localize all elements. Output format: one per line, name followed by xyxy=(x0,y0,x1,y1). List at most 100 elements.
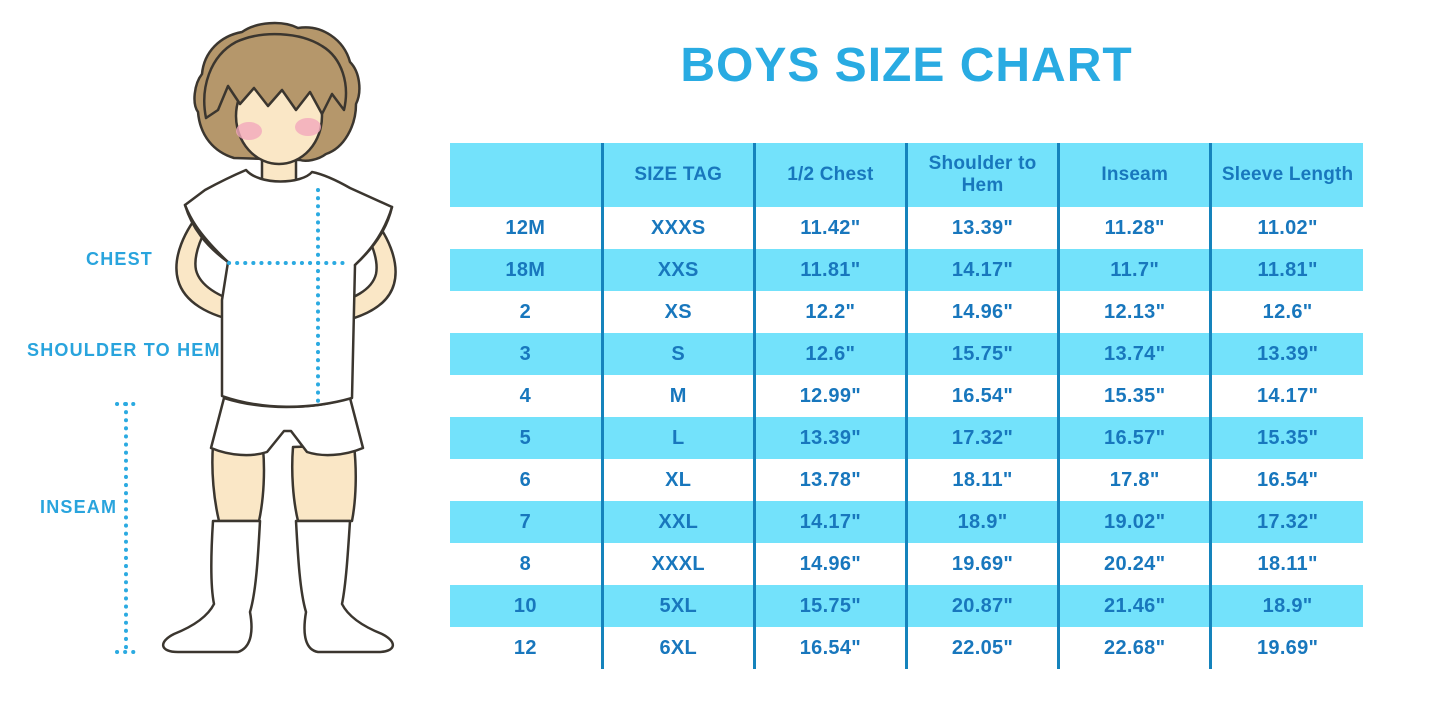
measurement-value-cell: 15.35" xyxy=(1057,375,1211,417)
table-row: 7 XXL 14.17" 18.9" 19.02" 17.32" xyxy=(450,501,1363,543)
measurement-value-cell: 13.39" xyxy=(1209,333,1363,375)
boy-left-blush xyxy=(236,122,262,140)
measurement-value-cell: 21.46" xyxy=(1057,585,1211,627)
measurement-value-cell: 19.69" xyxy=(904,543,1059,585)
size-tag-cell: XS xyxy=(600,291,755,333)
table-row: 2 XS 12.2" 14.96" 12.13" 12.6" xyxy=(450,291,1363,333)
table-row: 18M XXS 11.81" 14.17" 11.7" 11.81" xyxy=(450,249,1363,291)
measurement-value-cell: 14.17" xyxy=(904,249,1059,291)
measurement-value-cell: 12.6" xyxy=(752,333,907,375)
boy-left-sock xyxy=(162,519,262,654)
size-tag-cell: 6XL xyxy=(600,627,755,669)
measurement-value-cell: 12.2" xyxy=(752,291,907,333)
size-label-cell: 3 xyxy=(450,333,603,375)
table-row: 5 L 13.39" 17.32" 16.57" 15.35" xyxy=(450,417,1363,459)
boy-hair-fringe xyxy=(203,32,348,120)
measurement-value-cell: 12.13" xyxy=(1057,291,1211,333)
shoulder-to-hem-label: SHOULDER TO HEM xyxy=(27,340,221,360)
inseam-label: INSEAM xyxy=(40,497,118,517)
table-row: 10 5XL 15.75" 20.87" 21.46" 18.9" xyxy=(450,585,1363,627)
size-label-cell: 5 xyxy=(450,417,603,459)
empty-header-cell xyxy=(450,143,603,207)
measurement-figure: CHEST SHOULDER TO HEM INSEAM xyxy=(0,0,450,723)
size-tag-cell: XXS xyxy=(600,249,755,291)
boy-right-sock xyxy=(294,519,394,654)
table-header: SIZE TAG 1/2 Chest Shoulder to Hem Inseam Sl… xyxy=(450,143,1363,207)
size-label-cell: 4 xyxy=(519,384,532,407)
size-tag-cell: XL xyxy=(600,459,755,501)
measurement-value-cell: 12.6" xyxy=(1209,291,1363,333)
boy-illustration xyxy=(115,21,397,654)
measurement-value-cell: 14.17" xyxy=(752,501,907,543)
table-row: 4 M 12.99" 16.54" 15.35" 14.17" xyxy=(450,375,1363,417)
measurement-value-cell: 13.74" xyxy=(1057,333,1211,375)
size-tag-cell: XXXS xyxy=(600,207,755,249)
measurement-value-cell: 16.54" xyxy=(1209,459,1363,501)
boy-right-sleeve-edge xyxy=(353,205,394,267)
measurement-value-cell: 18.9" xyxy=(904,501,1059,543)
size-label-cell: 10 xyxy=(450,585,603,627)
size-label-cell: 2 xyxy=(519,300,532,323)
boy-tshirt xyxy=(183,168,394,408)
measurement-value-cell: 17.8" xyxy=(1057,459,1211,501)
measurement-value-cell: 11.7" xyxy=(1057,249,1211,291)
size-label-cell: 12M xyxy=(505,216,546,239)
measurement-value-cell: 16.54" xyxy=(752,627,907,669)
size-chart-table: SIZE TAG 1/2 Chest Shoulder to Hem Inseam Sl… xyxy=(450,143,1363,669)
measurement-value-cell: 14.17" xyxy=(1209,375,1363,417)
measurement-value-cell: 16.57" xyxy=(1057,417,1211,459)
measurement-value-cell: 15.75" xyxy=(904,333,1059,375)
header-row: SIZE TAG 1/2 Chest Shoulder to Hem Inseam Sl… xyxy=(450,143,1363,207)
size-tag-cell: XXXL xyxy=(600,543,755,585)
table-row: 12M XXXS 11.42" 13.39" 11.28" 11.02" xyxy=(450,207,1363,249)
measurement-value-cell: 11.42" xyxy=(752,207,907,249)
measurement-value-cell: 11.81" xyxy=(1209,249,1363,291)
measurement-value-cell: 16.54" xyxy=(904,375,1059,417)
size-tag-cell: S xyxy=(600,333,755,375)
table-row: 3 S 12.6" 15.75" 13.74" 13.39" xyxy=(450,333,1363,375)
table-row: 12 6XL 16.54" 22.05" 22.68" 19.69" xyxy=(450,627,1363,669)
measurement-value-cell: 15.75" xyxy=(752,585,907,627)
measurement-value-cell: 22.68" xyxy=(1057,627,1211,669)
size-label-cell: 12 xyxy=(513,636,537,659)
measurement-value-cell: 15.35" xyxy=(1209,417,1363,459)
column-header: SIZE TAG xyxy=(600,143,755,207)
measurement-value-cell: 18.9" xyxy=(1209,585,1363,627)
boy-left-sleeve-edge xyxy=(183,203,230,264)
measurement-value-cell: 19.69" xyxy=(1209,627,1363,669)
size-label-cell: 6 xyxy=(519,468,532,491)
measurement-value-cell: 20.87" xyxy=(904,585,1059,627)
column-header: Sleeve Length xyxy=(1209,143,1363,207)
measurement-value-cell: 13.39" xyxy=(752,417,907,459)
chest-label: CHEST xyxy=(86,249,154,269)
measurement-value-cell: 19.02" xyxy=(1057,501,1211,543)
table-row: 8 XXXL 14.96" 19.69" 20.24" 18.11" xyxy=(450,543,1363,585)
boy-right-thigh xyxy=(290,443,357,523)
measurement-value-cell: 14.96" xyxy=(752,543,907,585)
table-body: 12M XXXS 11.42" 13.39" 11.28" 11.02" 18M XXS 11.… xyxy=(450,207,1363,669)
size-tag-cell: M xyxy=(600,375,755,417)
column-header: Inseam xyxy=(1057,143,1211,207)
size-label-cell: 8 xyxy=(519,552,532,575)
measurement-value-cell: 17.32" xyxy=(1209,501,1363,543)
measurement-value-cell: 13.39" xyxy=(904,207,1059,249)
page-title: BOYS SIZE CHART xyxy=(680,39,1133,92)
size-label-cell: 7 xyxy=(450,501,603,543)
measurement-value-cell: 20.24" xyxy=(1057,543,1211,585)
column-header: Shoulder to Hem xyxy=(904,143,1059,207)
measurement-value-cell: 17.32" xyxy=(904,417,1059,459)
measurement-value-cell: 12.99" xyxy=(752,375,907,417)
size-tag-cell: L xyxy=(600,417,755,459)
column-header: 1/2 Chest xyxy=(752,143,907,207)
measurement-value-cell: 11.28" xyxy=(1057,207,1211,249)
measurement-value-cell: 11.81" xyxy=(752,249,907,291)
measurement-value-cell: 18.11" xyxy=(904,459,1059,501)
boy-right-blush xyxy=(295,118,321,136)
measurement-value-cell: 13.78" xyxy=(752,459,907,501)
table-row: 6 XL 13.78" 18.11" 17.8" 16.54" xyxy=(450,459,1363,501)
size-tag-cell: 5XL xyxy=(600,585,755,627)
measurement-value-cell: 18.11" xyxy=(1209,543,1363,585)
size-tag-cell: XXL xyxy=(600,501,755,543)
measurement-value-cell: 22.05" xyxy=(904,627,1059,669)
measurement-value-cell: 14.96" xyxy=(904,291,1059,333)
